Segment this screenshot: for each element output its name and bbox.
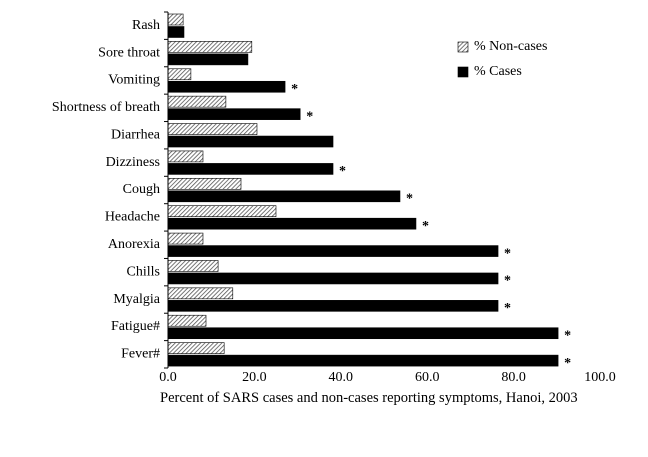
y-tick-label: Headache bbox=[105, 210, 160, 225]
y-tick-label: Dizziness bbox=[106, 155, 160, 170]
y-tick-label: Anorexia bbox=[108, 237, 161, 252]
y-tick-label: Shortness of breath bbox=[52, 100, 160, 115]
bar bbox=[167, 150, 204, 163]
significance-mark: * bbox=[504, 301, 511, 316]
significance-mark: * bbox=[406, 192, 413, 207]
y-tick-label: Sore throat bbox=[98, 45, 160, 60]
x-tick-label: 40.0 bbox=[329, 370, 354, 385]
significance-mark: * bbox=[564, 356, 571, 371]
bar bbox=[167, 108, 301, 120]
significance-mark: * bbox=[504, 274, 511, 289]
bar bbox=[167, 178, 242, 190]
y-tick-label: Fatigue# bbox=[111, 319, 160, 334]
y-tick-label: Vomiting bbox=[108, 73, 160, 88]
bar bbox=[167, 135, 334, 148]
bar bbox=[167, 327, 559, 340]
bar bbox=[167, 300, 499, 312]
x-tick-label: 60.0 bbox=[415, 370, 440, 385]
bar bbox=[167, 190, 401, 203]
bar bbox=[167, 272, 499, 285]
significance-mark: * bbox=[504, 246, 511, 261]
significance-mark: * bbox=[422, 219, 429, 234]
significance-mark: * bbox=[564, 328, 571, 343]
significance-mark: * bbox=[339, 164, 346, 179]
bar bbox=[167, 80, 286, 93]
bar bbox=[167, 354, 559, 367]
bar bbox=[167, 26, 185, 38]
y-tick-label: Myalgia bbox=[113, 292, 160, 307]
bar bbox=[167, 217, 417, 230]
y-tick-label: Fever# bbox=[121, 347, 160, 362]
significance-mark: * bbox=[291, 82, 298, 97]
bar bbox=[167, 232, 204, 245]
bar bbox=[167, 163, 334, 175]
y-tick-label: Diarrhea bbox=[111, 127, 161, 142]
bar bbox=[167, 314, 207, 327]
bar bbox=[167, 245, 499, 257]
significance-mark: * bbox=[306, 109, 313, 124]
bar bbox=[167, 287, 234, 300]
y-tick-label: Rash bbox=[132, 18, 160, 33]
x-tick-label: 0.0 bbox=[159, 370, 177, 385]
x-axis-label: Percent of SARS cases and non-cases repo… bbox=[160, 390, 578, 406]
legend-label: % Non-cases bbox=[474, 39, 547, 54]
y-tick-label: Cough bbox=[123, 182, 160, 197]
chart: 0.0 20.0 40.0 60.0 80.0 100.0 Rash Sore throat V… bbox=[52, 11, 616, 385]
bar bbox=[167, 13, 184, 26]
bar bbox=[167, 41, 253, 53]
legend-swatch bbox=[457, 66, 469, 78]
legend-swatch bbox=[457, 41, 469, 53]
bar bbox=[167, 68, 192, 81]
bar bbox=[167, 260, 219, 272]
bar bbox=[167, 123, 258, 135]
bar bbox=[167, 342, 225, 354]
x-tick-label: 20.0 bbox=[242, 370, 267, 385]
x-tick-label: 80.0 bbox=[501, 370, 526, 385]
bar bbox=[167, 205, 277, 217]
bar bbox=[167, 95, 227, 108]
x-tick-label: 100.0 bbox=[584, 370, 616, 385]
y-tick-label: Chills bbox=[127, 264, 160, 279]
bar bbox=[167, 53, 249, 66]
legend-label: % Cases bbox=[474, 64, 522, 79]
